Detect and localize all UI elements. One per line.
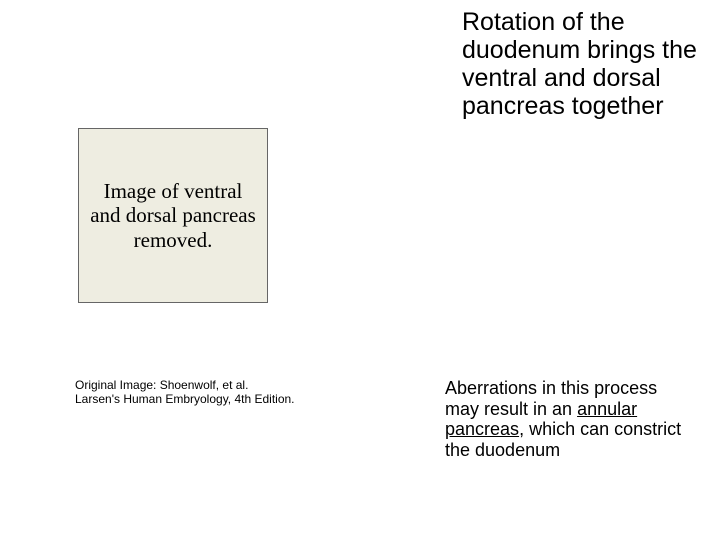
removed-image-placeholder: Image of ventral and dorsal pancreas rem… <box>78 128 268 303</box>
caption-line-1: Original Image: Shoenwolf, et al. <box>75 378 248 392</box>
caption-line-2: Larsen's Human Embryology, 4th Edition. <box>75 392 295 406</box>
removed-image-text: Image of ventral and dorsal pancreas rem… <box>89 179 257 251</box>
slide: Image of ventral and dorsal pancreas rem… <box>0 0 720 540</box>
slide-body-text: Aberrations in this process may result i… <box>445 378 685 461</box>
slide-heading: Rotation of the duodenum brings the vent… <box>462 8 712 120</box>
image-source-caption: Original Image: Shoenwolf, et al. Larsen… <box>75 378 295 407</box>
